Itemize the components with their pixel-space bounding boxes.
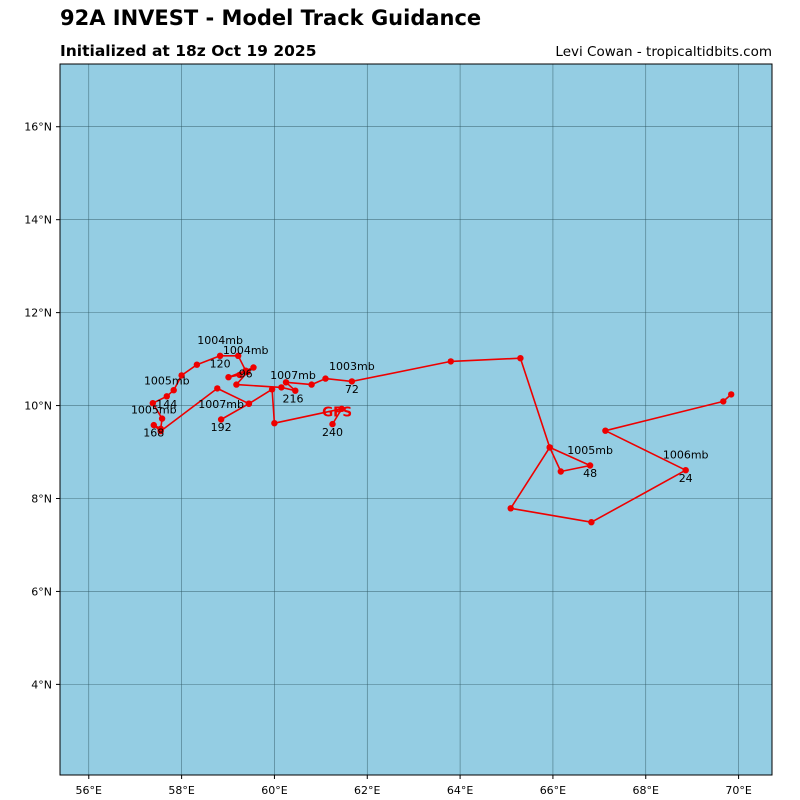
lat-tick-label: 10°N bbox=[24, 400, 52, 413]
forecast-hour-label: 168 bbox=[143, 427, 164, 440]
track-annotations: 241006mb481005mb721003mb961004mb1201004m… bbox=[131, 334, 709, 485]
track-point bbox=[216, 352, 224, 359]
credit-text: Levi Cowan - tropicaltidbits.com bbox=[555, 44, 772, 60]
pressure-label: 1005mb bbox=[144, 375, 190, 388]
track-point bbox=[214, 385, 221, 392]
track-point bbox=[225, 374, 232, 381]
track-point bbox=[158, 415, 166, 422]
track-point bbox=[557, 468, 564, 475]
track-point bbox=[178, 372, 185, 379]
lat-tick-label: 16°N bbox=[24, 121, 52, 134]
track-point bbox=[682, 467, 689, 474]
track-point bbox=[278, 384, 285, 391]
lon-tick-label: 62°E bbox=[354, 784, 380, 797]
track-point bbox=[245, 400, 253, 407]
lon-tick-label: 60°E bbox=[261, 784, 287, 797]
track-point bbox=[720, 398, 727, 405]
track-point bbox=[268, 386, 276, 393]
track-point bbox=[447, 358, 454, 365]
graticule bbox=[60, 64, 772, 775]
forecast-hour-label: 192 bbox=[211, 421, 232, 434]
track-point bbox=[546, 444, 553, 451]
track-point bbox=[348, 378, 356, 385]
track-point bbox=[233, 381, 240, 388]
lon-tick-label: 58°E bbox=[168, 784, 194, 797]
pressure-label: 1005mb bbox=[567, 444, 613, 457]
forecast-hour-label: 120 bbox=[210, 358, 231, 371]
track-point bbox=[193, 361, 201, 368]
track-point bbox=[242, 367, 249, 374]
lat-tick-label: 6°N bbox=[31, 585, 52, 598]
chart-subtitle: Initialized at 18z Oct 19 2025 bbox=[60, 42, 317, 60]
model-tracks bbox=[149, 352, 735, 526]
lon-tick-label: 70°E bbox=[725, 784, 751, 797]
track-point bbox=[236, 371, 243, 379]
pressure-label: 1004mb bbox=[223, 344, 269, 357]
track-point bbox=[517, 355, 524, 362]
track-point bbox=[588, 519, 595, 526]
lon-tick-label: 66°E bbox=[540, 784, 566, 797]
track-point bbox=[217, 416, 225, 423]
pressure-label: 1004mb bbox=[197, 334, 243, 347]
track-point bbox=[586, 462, 594, 469]
track-point bbox=[235, 352, 242, 359]
track-point bbox=[163, 393, 170, 400]
forecast-hour-label: 24 bbox=[679, 472, 693, 485]
pressure-label: 1006mb bbox=[663, 449, 709, 462]
pressure-label: 1005mb bbox=[131, 404, 177, 417]
forecast-hour-label: 144 bbox=[156, 398, 177, 411]
lon-tick-label: 68°E bbox=[633, 784, 659, 797]
lon-tick-label: 56°E bbox=[76, 784, 102, 797]
axis-ticks: 56°E 58°E 60°E 62°E 64°E 66°E 68°E 70°E 4°N 6°N 8°… bbox=[24, 121, 752, 797]
chart-title: 92A INVEST - Model Track Guidance bbox=[60, 6, 482, 30]
forecast-hour-label: 216 bbox=[283, 392, 304, 405]
track-point bbox=[170, 387, 177, 394]
track-point bbox=[292, 387, 299, 394]
forecast-hour-label: 72 bbox=[345, 383, 359, 396]
lat-tick-label: 14°N bbox=[24, 214, 52, 227]
pressure-label: 1007mb bbox=[270, 369, 316, 382]
forecast-hour-label: 48 bbox=[583, 467, 597, 480]
track-point bbox=[250, 364, 257, 371]
pressure-label: 1003mb bbox=[329, 360, 375, 373]
track-point bbox=[271, 420, 278, 427]
track-point bbox=[602, 427, 609, 434]
map-frame bbox=[59, 63, 773, 776]
track-point bbox=[282, 379, 290, 386]
lat-tick-label: 4°N bbox=[31, 678, 52, 691]
track-point bbox=[150, 421, 157, 429]
lat-tick-label: 12°N bbox=[24, 307, 52, 320]
forecast-hour-label: 240 bbox=[322, 426, 343, 439]
track-point bbox=[728, 391, 735, 398]
forecast-hour-label: 96 bbox=[239, 368, 253, 381]
track-point bbox=[308, 381, 315, 388]
pressure-label: 1007mb bbox=[198, 398, 244, 411]
track-point bbox=[149, 400, 156, 407]
track-point bbox=[157, 427, 164, 435]
lat-tick-label: 8°N bbox=[31, 493, 52, 506]
track-point bbox=[329, 420, 336, 428]
track-point bbox=[338, 405, 345, 412]
track-point bbox=[507, 505, 514, 512]
lon-tick-label: 64°E bbox=[447, 784, 473, 797]
model-name-label: GFS bbox=[322, 405, 352, 421]
ocean-background bbox=[60, 64, 772, 775]
track-point bbox=[322, 375, 329, 382]
